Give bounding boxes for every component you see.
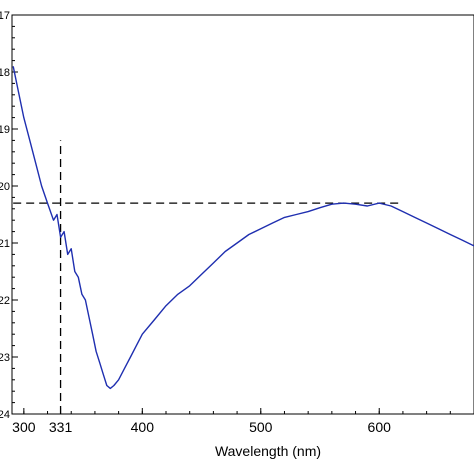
series — [12, 66, 474, 390]
x-tick-label: 331 — [49, 419, 73, 435]
x-tick-label: 600 — [368, 419, 392, 435]
axes-frame — [11, 14, 474, 415]
y-tick-label: 24 — [0, 409, 10, 421]
x-ticks: 300 331 400 500 600 — [12, 408, 451, 435]
x-tick-label: 500 — [249, 419, 273, 435]
y-tick-label: 22 — [0, 295, 10, 307]
x-axis-title: Wavelength (nm) — [215, 443, 321, 459]
series-line — [12, 66, 474, 390]
y-tick-label: 18 — [0, 67, 10, 79]
y-tick-label: 19 — [0, 124, 10, 136]
y-tick-label: 21 — [0, 238, 10, 250]
y-tick-label: 17 — [0, 10, 10, 22]
x-tick-label: 400 — [131, 419, 155, 435]
y-ticks: 17 18 19 20 21 22 23 24 — [0, 10, 18, 421]
plot-frame — [11, 14, 474, 415]
y-tick-label: 20 — [0, 181, 10, 193]
annotations — [13, 140, 403, 414]
y-tick-label: 23 — [0, 352, 10, 364]
x-tick-label: 300 — [12, 419, 36, 435]
